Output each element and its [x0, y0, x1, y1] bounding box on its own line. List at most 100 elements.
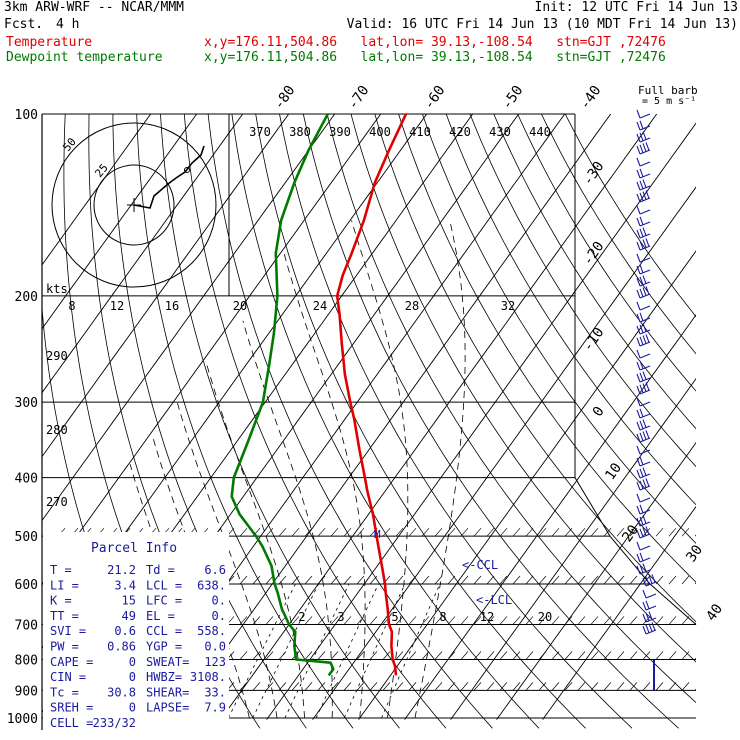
moist-adiabat-line	[206, 364, 305, 719]
isobar-hatch	[629, 616, 638, 625]
parcel-info-value: 3.4	[114, 578, 136, 592]
isotherm-line	[220, 114, 658, 720]
isobar-hatch	[252, 616, 261, 625]
wind-barb-flag	[639, 372, 644, 381]
wind-barb-flag	[636, 349, 641, 359]
parcel-info-value: 7.9	[204, 701, 226, 715]
isobar-hatch	[239, 575, 248, 585]
parcel-info-key: CCL =	[146, 624, 182, 638]
wind-barb	[642, 589, 657, 599]
isobar-hatch	[603, 616, 612, 625]
wind-barb-flag	[645, 382, 650, 391]
isobar-hatch	[239, 527, 248, 537]
isobar-hatch	[265, 575, 274, 585]
wind-barb-flag	[642, 527, 647, 536]
isobar-hatch	[408, 651, 417, 660]
isobar-hatch	[317, 527, 326, 537]
isobar-hatch	[616, 575, 625, 585]
isobar-hatch	[356, 616, 365, 625]
wind-barb-flag	[642, 239, 647, 248]
parcel-info-value: 3108.	[190, 670, 226, 684]
isobar-hatch	[447, 575, 456, 585]
isobar-hatch	[525, 682, 534, 691]
isobar-hatch	[629, 682, 638, 691]
wind-barb-shaft	[639, 209, 651, 215]
init-time: Init: 12 UTC Fri 14 Jun 13	[534, 0, 739, 15]
isobar-hatch	[473, 575, 482, 585]
theta-e-label: 420	[449, 125, 471, 139]
wind-barb-flag	[636, 133, 641, 143]
isobar-hatch	[304, 616, 313, 625]
isobar-hatch	[343, 575, 352, 585]
parcel-info-key: LCL =	[146, 578, 182, 592]
wind-barb	[636, 157, 651, 167]
wind-barb-flag	[642, 577, 647, 587]
wind-barb-flag	[636, 493, 641, 503]
dry-adiabat-line	[374, 114, 696, 623]
wind-barb-flag	[642, 515, 647, 524]
isobar-hatch	[538, 651, 547, 660]
wind-barb-flag	[636, 253, 641, 263]
wind-barb-shaft	[639, 497, 651, 503]
isobar-hatch	[473, 616, 482, 625]
isobar-hatch	[590, 527, 599, 537]
isotherm-label: 30	[683, 542, 706, 565]
wind-barb-shaft	[639, 329, 651, 335]
isobar-hatch	[408, 575, 417, 585]
level-marker-m: M	[374, 528, 381, 541]
pressure-tick-label: 1000	[7, 712, 38, 727]
wind-barb-flag	[639, 264, 644, 273]
model-title: 3km ARW-WRF -- NCAR/MMM	[4, 0, 185, 15]
parcel-info-value: 0	[129, 701, 136, 715]
isobar-hatch	[577, 651, 586, 660]
isobar-hatch	[616, 682, 625, 691]
isobars	[41, 113, 697, 730]
isobar-hatch	[564, 651, 573, 660]
hodograph-ring	[51, 122, 217, 288]
hodograph-scale-label: 8	[68, 299, 75, 313]
isobar-hatch	[590, 682, 599, 691]
wind-barb-flag	[639, 456, 644, 465]
parcel-info-value: 33.	[204, 685, 226, 699]
hodograph-scale-label: 32	[501, 299, 515, 313]
parcel-info-title: Parcel Info	[91, 541, 177, 556]
wind-barb-flag	[636, 145, 641, 155]
dry-adiabat-label: 270	[46, 495, 68, 509]
temperature-line	[335, 114, 408, 676]
parcel-info-background	[43, 532, 229, 729]
isobar-hatch	[343, 682, 352, 691]
parcel-info-key: LFC =	[146, 594, 182, 608]
wind-barb-shaft	[639, 425, 651, 431]
isobar-hatch	[330, 616, 339, 625]
isobar-hatch	[629, 651, 638, 660]
wind-barb	[636, 430, 651, 443]
wind-barb-shaft	[639, 449, 651, 455]
isobar-hatch	[421, 527, 430, 537]
parcel-info-key: CAPE =	[50, 655, 93, 669]
isobar-hatch	[304, 651, 313, 660]
isobar-hatch	[577, 682, 586, 691]
hodograph-unit-label: kts	[46, 282, 68, 296]
isotherm-label: 40	[703, 601, 726, 624]
parcel-info-key: SWEAT=	[146, 655, 189, 669]
wind-barb-flag	[639, 240, 644, 249]
wind-barb-flag	[636, 553, 641, 563]
mixing-ratio-line	[381, 583, 441, 719]
isobar-hatch	[499, 682, 508, 691]
wind-barb-flag	[636, 217, 641, 227]
wind-barb-flag	[648, 611, 653, 620]
wind-barb-flag	[648, 575, 653, 584]
hodograph-ring-label: 50	[60, 135, 78, 154]
wind-barb-flag	[642, 191, 647, 200]
wind-barb-flag	[636, 541, 641, 551]
wind-barb	[636, 179, 651, 191]
isotherm-line	[42, 114, 336, 522]
theta-e-label: 400	[369, 125, 391, 139]
dry-adiabat-line	[302, 114, 679, 729]
mixing-ratio-label: 20	[538, 610, 552, 624]
wind-barb-shaft	[639, 461, 651, 467]
wind-barb-flag	[636, 445, 641, 455]
wind-barb-shaft	[639, 245, 651, 251]
wind-barb-flag	[639, 336, 644, 345]
dry-adiabat-line	[541, 114, 696, 355]
